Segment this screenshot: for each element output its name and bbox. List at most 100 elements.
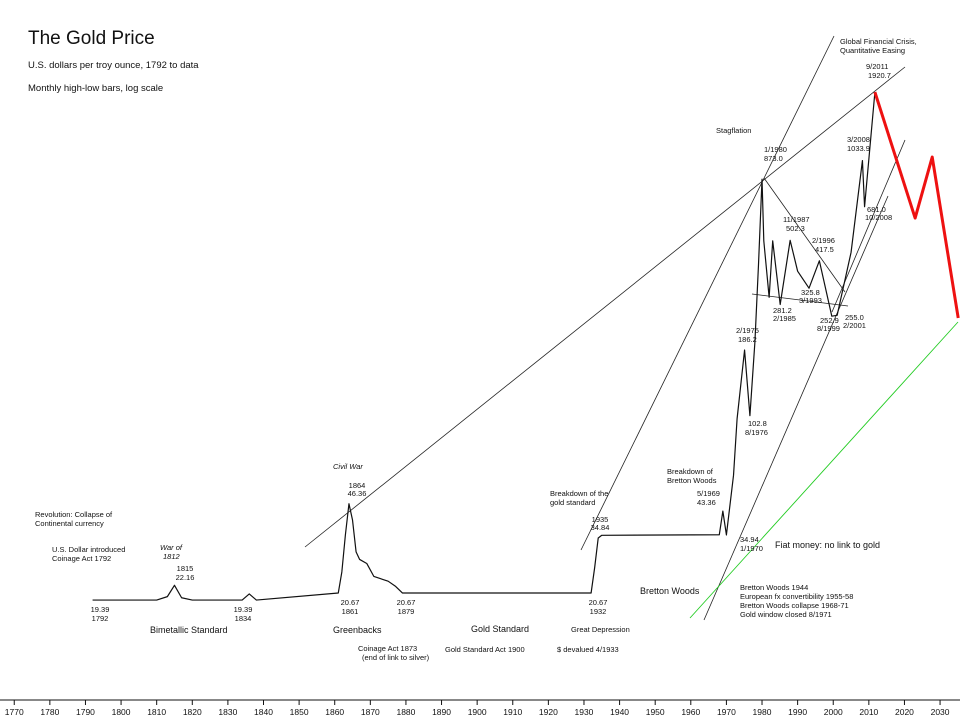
annotation: Gold Standard Act 1900 — [445, 645, 525, 654]
annotation: Bretton Woods 1944 — [740, 583, 808, 592]
chart-title: The Gold Price — [28, 28, 155, 49]
x-tick-label: 1820 — [183, 707, 202, 717]
annotation: 5/1969 — [697, 489, 720, 498]
annotation: 1033.9 — [847, 144, 870, 153]
x-tick-label: 1970 — [717, 707, 736, 717]
annotation: 22.16 — [176, 573, 195, 582]
annotation: 1861 — [342, 607, 359, 616]
annotation: 10/2008 — [865, 213, 892, 222]
annotation: Bretton Woods — [667, 476, 717, 485]
annotation: 873.0 — [764, 154, 783, 163]
annotation: 8/1976 — [745, 428, 768, 437]
annotation: Breakdown of — [667, 467, 714, 476]
annotation: 11/1987 — [783, 215, 810, 224]
annotation: 1/1980 — [764, 145, 787, 154]
annotation: 325.8 — [801, 288, 820, 297]
annotation: Gold window closed 8/1971 — [740, 610, 832, 619]
annotation: Greenbacks — [333, 625, 382, 635]
annotation: 1935 — [592, 515, 609, 524]
annotation: 281.2 — [773, 306, 792, 315]
x-tick-label: 1850 — [290, 707, 309, 717]
annotation: Stagflation — [716, 126, 751, 135]
annotation: 1812 — [163, 552, 181, 561]
annotation: 20.67 — [589, 598, 608, 607]
annotation: 1792 — [92, 614, 109, 623]
x-tick-label: 1780 — [40, 707, 59, 717]
annotation: (end of link to silver) — [362, 653, 430, 662]
annotation: 255.0 — [845, 313, 864, 322]
annotation: 1879 — [398, 607, 415, 616]
trend-line — [580, 35, 835, 551]
x-tick-label: 1930 — [575, 707, 594, 717]
x-tick-label: 1770 — [5, 707, 24, 717]
annotation: Coinage Act 1792 — [52, 554, 111, 563]
trend-lines — [304, 35, 959, 621]
annotation: 252.9 — [820, 316, 839, 325]
annotation: 34.84 — [591, 523, 610, 532]
annotation: 1834 — [235, 614, 252, 623]
annotation: War of — [160, 543, 183, 552]
annotation: 9/2011 — [866, 62, 888, 71]
trend-line — [751, 293, 849, 307]
annotation: 19.39 — [91, 605, 110, 614]
annotation: 1920.7 — [868, 71, 891, 80]
annotation: 502.3 — [786, 224, 805, 233]
x-tick-label: 1910 — [503, 707, 522, 717]
annotation: 2/1975 — [736, 326, 759, 335]
x-tick-label: 1810 — [147, 707, 166, 717]
annotation: European fx convertibility 1955-58 — [740, 592, 853, 601]
chart-subtitle: U.S. dollars per troy ounce, 1792 to dat… — [28, 60, 199, 71]
annotation: 19.39 — [234, 605, 253, 614]
forecast-line — [873, 91, 960, 319]
x-tick-label: 1940 — [610, 707, 629, 717]
annotation: 102.8 — [748, 419, 767, 428]
annotation: Bretton Woods — [640, 586, 700, 596]
x-tick-label: 1980 — [753, 707, 772, 717]
annotation: Revolution: Collapse of — [35, 510, 113, 519]
annotation: Great Depression — [571, 625, 630, 634]
trend-line — [703, 195, 889, 621]
annotation: 2/1985 — [773, 314, 796, 323]
x-tick-label: 2020 — [895, 707, 914, 717]
x-tick-label: 2010 — [859, 707, 878, 717]
annotation: 417.5 — [815, 245, 834, 254]
x-tick-label: 1830 — [218, 707, 237, 717]
annotation: 20.67 — [397, 598, 416, 607]
x-tick-label: 1800 — [112, 707, 131, 717]
annotation: gold standard — [550, 498, 595, 507]
annotation: Gold Standard — [471, 624, 529, 634]
x-tick-label: 2030 — [931, 707, 950, 717]
x-tick-label: 1790 — [76, 707, 95, 717]
annotation: Quantitative Easing — [840, 46, 905, 55]
annotation: 20.67 — [341, 598, 360, 607]
x-tick-label: 1990 — [788, 707, 807, 717]
annotation: Continental currency — [35, 519, 104, 528]
annotation: 2/1996 — [812, 236, 835, 245]
x-tick-label: 1960 — [681, 707, 700, 717]
support-line — [689, 321, 959, 619]
annotation: 186.2 — [738, 335, 757, 344]
x-tick-label: 1900 — [468, 707, 487, 717]
annotation: 3/1993 — [799, 296, 822, 305]
annotation: 46.36 — [348, 489, 367, 498]
annotation: 681.0 — [867, 205, 886, 214]
annotation: 8/1999 — [817, 324, 840, 333]
annotation: 2/2001 — [843, 321, 866, 330]
annotation: Civil War — [333, 462, 363, 471]
x-tick-label: 1840 — [254, 707, 273, 717]
annotation: 1/1970 — [740, 544, 763, 553]
x-tick-label: 1860 — [325, 707, 344, 717]
annotation: 1815 — [177, 564, 194, 573]
x-tick-label: 1890 — [432, 707, 451, 717]
annotation: U.S. Dollar introduced — [52, 545, 125, 554]
annotation: Bimetallic Standard — [150, 625, 228, 635]
annotation: Coinage Act 1873 — [358, 644, 417, 653]
trend-line — [304, 66, 906, 548]
annotation: 1864 — [349, 481, 366, 490]
annotation: 3/2008 — [847, 135, 870, 144]
annotation: 34.94 — [740, 535, 759, 544]
x-tick-label: 1870 — [361, 707, 380, 717]
annotation: Global Financial Crisis, — [840, 37, 917, 46]
x-tick-label: 1880 — [396, 707, 415, 717]
